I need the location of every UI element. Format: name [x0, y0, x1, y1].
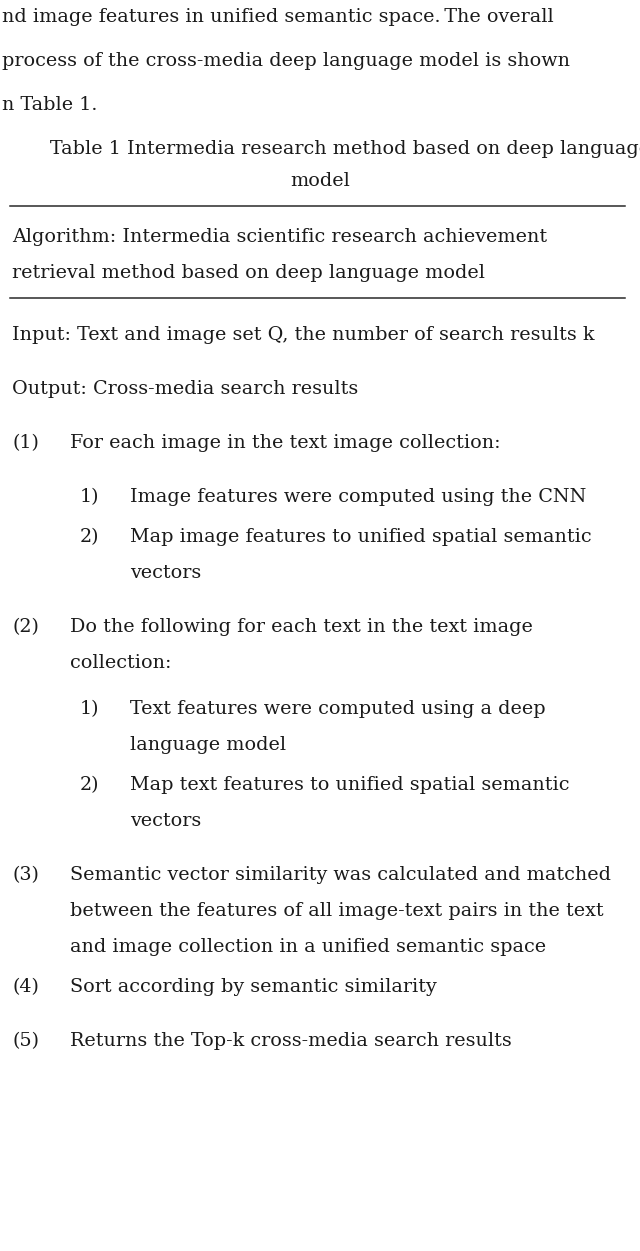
- Text: and image collection in a unified semantic space: and image collection in a unified semant…: [70, 938, 546, 956]
- Text: Table 1 Intermedia research method based on deep language: Table 1 Intermedia research method based…: [50, 140, 640, 158]
- Text: Input: Text and image set Q, the number of search results k: Input: Text and image set Q, the number …: [12, 327, 595, 344]
- Text: retrieval method based on deep language model: retrieval method based on deep language …: [12, 264, 485, 281]
- Text: Do the following for each text in the text image: Do the following for each text in the te…: [70, 618, 533, 636]
- Text: vectors: vectors: [130, 812, 201, 829]
- Text: Map text features to unified spatial semantic: Map text features to unified spatial sem…: [130, 776, 570, 794]
- Text: collection:: collection:: [70, 654, 172, 672]
- Text: 2): 2): [80, 528, 99, 545]
- Text: Map image features to unified spatial semantic: Map image features to unified spatial se…: [130, 528, 591, 545]
- Text: (4): (4): [12, 978, 39, 996]
- Text: process of the cross-media deep language model is shown: process of the cross-media deep language…: [2, 53, 570, 70]
- Text: (1): (1): [12, 434, 39, 452]
- Text: (2): (2): [12, 618, 39, 636]
- Text: Returns the Top-k cross-media search results: Returns the Top-k cross-media search res…: [70, 1032, 512, 1050]
- Text: 2): 2): [80, 776, 99, 794]
- Text: Output: Cross-media search results: Output: Cross-media search results: [12, 380, 358, 398]
- Text: between the features of all image-text pairs in the text: between the features of all image-text p…: [70, 902, 604, 919]
- Text: vectors: vectors: [130, 564, 201, 582]
- Text: 1): 1): [80, 701, 99, 718]
- Text: language model: language model: [130, 736, 286, 754]
- Text: nd image features in unified semantic space. The overall: nd image features in unified semantic sp…: [2, 8, 554, 26]
- Text: Semantic vector similarity was calculated and matched: Semantic vector similarity was calculate…: [70, 866, 611, 884]
- Text: model: model: [290, 171, 350, 190]
- Text: (5): (5): [12, 1032, 39, 1050]
- Text: For each image in the text image collection:: For each image in the text image collect…: [70, 434, 500, 452]
- Text: Sort according by semantic similarity: Sort according by semantic similarity: [70, 978, 436, 996]
- Text: Algorithm: Intermedia scientific research achievement: Algorithm: Intermedia scientific researc…: [12, 228, 547, 246]
- Text: n Table 1.: n Table 1.: [2, 96, 97, 114]
- Text: Image features were computed using the CNN: Image features were computed using the C…: [130, 488, 586, 505]
- Text: (3): (3): [12, 866, 39, 884]
- Text: 1): 1): [80, 488, 99, 505]
- Text: Text features were computed using a deep: Text features were computed using a deep: [130, 701, 546, 718]
